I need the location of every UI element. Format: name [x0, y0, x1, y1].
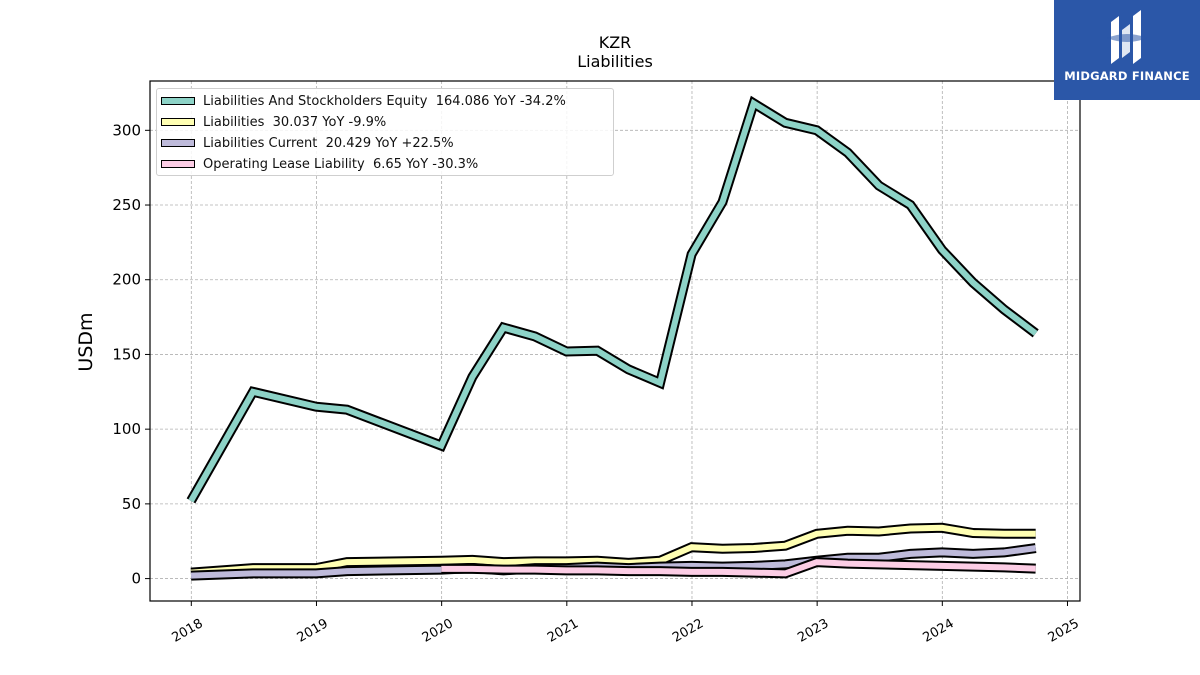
- logo-text: MIDGARD FINANCE: [1064, 69, 1190, 83]
- legend-swatch: [161, 97, 195, 105]
- y-tick-label: 300: [112, 121, 141, 139]
- x-tick-label: 2023: [795, 616, 831, 646]
- series-line-liabilities: [190, 524, 1036, 576]
- y-tick-label: 150: [112, 345, 141, 363]
- series-line-operating-lease-liability: [441, 559, 1036, 577]
- legend-label: Operating Lease Liability 6.65 YoY -30.3…: [203, 156, 479, 172]
- y-tick-label: 250: [112, 196, 141, 214]
- y-tick-label: 0: [131, 570, 141, 588]
- x-tick-label: 2018: [169, 616, 205, 646]
- legend-label: Liabilities 30.037 YoY -9.9%: [203, 114, 387, 130]
- series-lines: [186, 95, 1039, 581]
- x-tick-label: 2020: [420, 616, 456, 646]
- x-tick-label: 2021: [545, 616, 581, 646]
- midgard-finance-logo: MIDGARD FINANCE: [1054, 0, 1200, 100]
- chart-title: KZR: [599, 33, 632, 52]
- series-line-liabilities-current: [190, 545, 1037, 579]
- plot-frame: [149, 80, 1081, 602]
- y-tick-label: 200: [112, 271, 141, 289]
- x-tick-label: 2024: [920, 616, 956, 646]
- y-axis-ticks: 0 50 100 150 200 250 300: [112, 121, 150, 588]
- midgard-logo-icon: [1107, 10, 1147, 64]
- x-axis-ticks: 2018 2019 2020 2021 2022 2023 2024 2025: [169, 601, 1082, 646]
- series-line-liabilities-and-stockholders-equity: [188, 98, 1038, 503]
- legend-item-liabilities: Liabilities 30.037 YoY -9.9%: [161, 112, 386, 132]
- legend-label: Liabilities And Stockholders Equity 164.…: [203, 93, 566, 109]
- x-tick-label: 2022: [670, 616, 706, 646]
- legend-swatch: [161, 139, 195, 147]
- y-axis-label: USDm: [75, 312, 97, 371]
- legend-swatch: [161, 118, 195, 126]
- legend-swatch: [161, 160, 195, 168]
- legend-item-operating-lease-liability: Operating Lease Liability 6.65 YoY -30.3…: [161, 154, 478, 174]
- y-tick-label: 100: [112, 420, 141, 438]
- legend-item-liabilities-current: Liabilities Current 20.429 YoY +22.5%: [161, 133, 454, 153]
- x-tick-label: 2019: [295, 616, 331, 646]
- chart-legend: Liabilities And Stockholders Equity 164.…: [156, 88, 614, 176]
- legend-item-liabilities-and-stockholders-equity: Liabilities And Stockholders Equity 164.…: [161, 91, 566, 111]
- legend-label: Liabilities Current 20.429 YoY +22.5%: [203, 135, 454, 151]
- chart-subtitle: Liabilities: [577, 52, 653, 71]
- x-tick-label: 2025: [1046, 616, 1082, 646]
- y-tick-label: 50: [122, 495, 141, 513]
